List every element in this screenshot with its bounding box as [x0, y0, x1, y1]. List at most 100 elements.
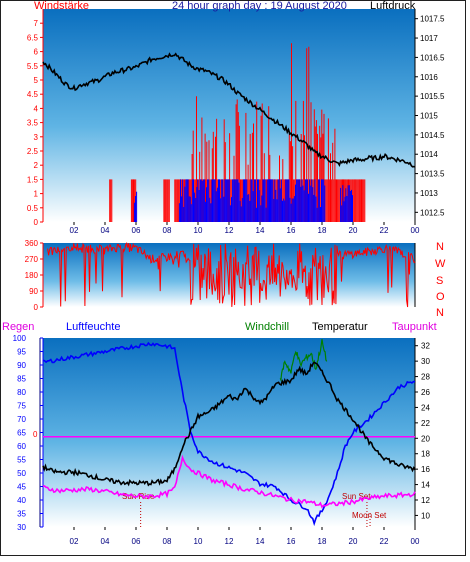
pressure-tick-label: 1017.5	[420, 15, 445, 24]
humidity-x-tick-label: 02	[70, 537, 79, 546]
humidity-tick-label: 35	[17, 510, 26, 519]
temperature-tick-label: 16	[421, 465, 430, 474]
humidity-tick-label: 40	[17, 496, 26, 505]
humidity-tick-label: 100	[13, 334, 27, 343]
wind-tick-label: 0.5	[27, 204, 39, 213]
temperature-tick-label: 20	[421, 434, 430, 443]
pressure-tick-label: 1014	[420, 150, 438, 159]
pressure-tick-label: 1013.5	[420, 170, 445, 179]
humidity-tick-label: 60	[17, 442, 26, 451]
luftdruck-label: Luftdruck	[370, 0, 416, 12]
pressure-tick-label: 1014.5	[420, 131, 445, 140]
wind-tick-label: 5	[34, 76, 39, 85]
temperature-tick-label: 10	[421, 511, 430, 520]
pressure-tick-label: 1015.5	[420, 92, 445, 101]
wind-x-tick-label: 04	[101, 226, 110, 235]
direction-tick-label: 180	[25, 271, 39, 280]
temperature-tick-label: 24	[421, 403, 430, 412]
windstaerke-label: Windstärke	[34, 0, 89, 12]
humidity-tick-label: 30	[17, 523, 26, 532]
direction-tick-label: 90	[29, 287, 38, 296]
humidity-x-tick-label: 14	[256, 537, 265, 546]
wind-tick-label: 4.5	[27, 90, 39, 99]
humidity-tick-label: 75	[17, 402, 26, 411]
wind-x-tick-label: 22	[380, 226, 389, 235]
humidity-tick-label: 65	[17, 429, 26, 438]
wind-tick-label: 4	[34, 104, 39, 113]
pressure-tick-label: 1013	[420, 189, 438, 198]
wind-x-tick-label: 00	[411, 226, 420, 235]
wind-x-tick-label: 10	[194, 226, 203, 235]
temperature-tick-label: 14	[421, 481, 430, 490]
wind-tick-label: 6.5	[27, 33, 39, 42]
humidity-tick-label: 95	[17, 348, 26, 357]
humidity-tick-label: 70	[17, 415, 26, 424]
direction-letter-w: W	[435, 258, 446, 270]
humidity-x-tick-label: 16	[287, 537, 296, 546]
wind-tick-label: 3	[34, 133, 39, 142]
legend-taupunkt: Taupunkt	[392, 321, 437, 333]
wind-tick-label: 3.5	[27, 119, 39, 128]
pressure-tick-label: 1016.5	[420, 53, 445, 62]
wind-direction-line	[47, 242, 416, 308]
temperature-tick-label: 30	[421, 357, 430, 366]
wind-tick-label: 1	[34, 190, 39, 199]
temperature-tick-label: 18	[421, 450, 430, 459]
wind-x-tick-label: 12	[225, 226, 234, 235]
direction-tick-label: 0	[34, 303, 39, 312]
dewpoint-line	[42, 454, 416, 509]
legend-luftfeuchte: Luftfeuchte	[66, 321, 120, 333]
humidity-x-tick-label: 08	[163, 537, 172, 546]
temperature-tick-label: 28	[421, 373, 430, 382]
humidity-x-tick-label: 06	[132, 537, 141, 546]
legend-regen: Regen	[2, 321, 34, 333]
wind-tick-label: 7	[34, 19, 39, 28]
pressure-tick-label: 1016	[420, 73, 438, 82]
humidity-x-tick-label: 00	[411, 537, 420, 546]
wind-tick-label: 2	[34, 161, 39, 170]
humidity-x-tick-label: 04	[101, 537, 110, 546]
direction-letter-n-bottom: N	[436, 307, 444, 319]
humidity-x-tick-label: 12	[225, 537, 234, 546]
windchill-line	[279, 339, 328, 382]
wind-tick-label: 1.5	[27, 175, 39, 184]
humidity-x-tick-label: 18	[318, 537, 327, 546]
wind-tick-label: 5.5	[27, 62, 39, 71]
legend-temperatur: Temperatur	[312, 321, 368, 333]
humidity-line	[42, 341, 416, 527]
humidity-x-tick-label: 10	[194, 537, 203, 546]
rain-zero-label: 0	[33, 430, 38, 439]
wind-x-tick-label: 08	[163, 226, 172, 235]
moon-set-label: Moon Set	[352, 511, 387, 520]
wind-x-tick-label: 20	[349, 226, 358, 235]
temperature-tick-label: 12	[421, 496, 430, 505]
chart-title: 24 hour graph day : 19 August 2020	[172, 0, 347, 12]
humidity-x-tick-label: 20	[349, 537, 358, 546]
pressure-tick-label: 1017	[420, 34, 438, 43]
wind-x-tick-label: 16	[287, 226, 296, 235]
wind-x-tick-label: 18	[318, 226, 327, 235]
humidity-tick-label: 45	[17, 483, 26, 492]
direction-tick-label: 270	[25, 255, 39, 264]
sun-set-label: Sun Set	[342, 492, 371, 501]
wind-x-tick-label: 02	[70, 226, 79, 235]
direction-letter-s: S	[436, 275, 443, 287]
pressure-tick-label: 1015	[420, 112, 438, 121]
temperature-line	[42, 361, 416, 487]
wind-tick-label: 0	[34, 218, 39, 227]
humidity-tick-label: 85	[17, 375, 26, 384]
legend-windchill: Windchill	[245, 321, 289, 333]
humidity-tick-label: 90	[17, 361, 26, 370]
pressure-tick-label: 1012.5	[420, 208, 445, 217]
wind-tick-label: 2.5	[27, 147, 39, 156]
humidity-tick-label: 50	[17, 469, 26, 478]
temperature-tick-label: 22	[421, 419, 430, 428]
temperature-tick-label: 26	[421, 388, 430, 397]
wind-tick-label: 6	[34, 48, 39, 57]
direction-tick-label: 360	[25, 239, 39, 248]
wind-x-tick-label: 14	[256, 226, 265, 235]
pressure-line	[42, 52, 416, 168]
